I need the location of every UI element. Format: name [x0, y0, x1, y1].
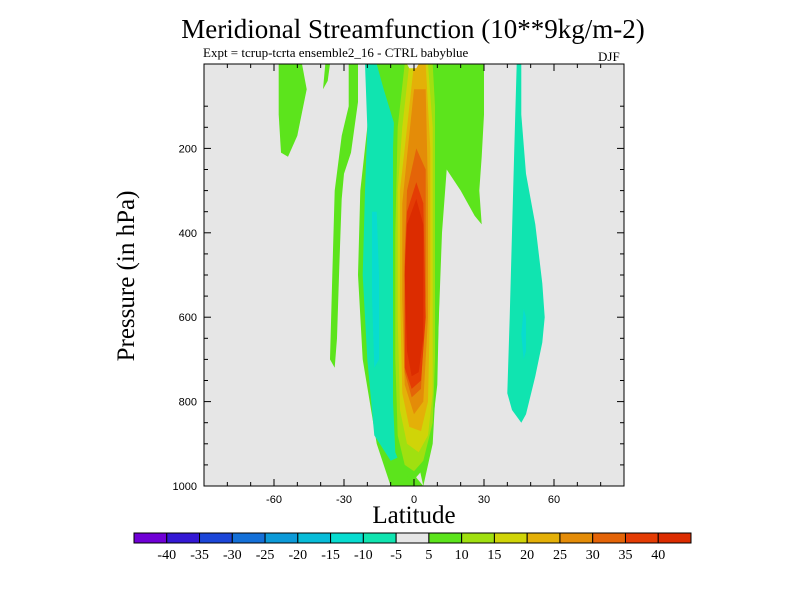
- contour-regions: [278, 64, 545, 486]
- colorbar-label: 20: [520, 548, 534, 563]
- x-axis-label: Latitude: [372, 502, 456, 529]
- colorbar-swatch: [133, 532, 168, 544]
- colorbar-label: 35: [618, 548, 632, 563]
- colorbar-label: 30: [586, 548, 600, 563]
- colorbar-label: 15: [487, 548, 501, 563]
- contour-cell-cyan-left-core: [372, 211, 379, 368]
- contour-cell-red-core: [404, 199, 424, 377]
- chart-title: Meridional Streamfunction (10**9kg/m-2): [181, 14, 645, 44]
- colorbar-label: -30: [223, 548, 242, 563]
- colorbar-swatch: [493, 532, 528, 544]
- colorbar-swatch: [559, 532, 594, 544]
- contour-cell-white-top: [407, 64, 419, 69]
- contour-cell-teal-right: [507, 64, 545, 423]
- colorbar-swatch: [428, 532, 463, 544]
- colorbar-label: 25: [553, 548, 567, 563]
- x-tick-label: 60: [548, 494, 560, 506]
- season-label: DJF: [598, 49, 620, 64]
- colorbar-label: 40: [651, 548, 665, 563]
- y-tick-label: 400: [179, 228, 197, 240]
- contour-cell-green-small-a: [323, 64, 330, 90]
- colorbar-label: -10: [354, 548, 373, 563]
- colorbar-swatch: [199, 532, 233, 544]
- y-tick-label: 800: [179, 397, 197, 409]
- x-tick-label: -30: [336, 494, 352, 506]
- colorbar: -40 -35 -30 -25 -20 -15 -10 -5 5 10 15 20 25 30 35 40: [133, 532, 692, 563]
- colorbar-label: 10: [455, 548, 469, 563]
- colorbar-swatch: [395, 532, 430, 544]
- colorbar-swatch: [231, 532, 266, 544]
- chart-subtitle: Expt = tcrup-tcrta ensemble2_16 - CTRL b…: [203, 45, 469, 60]
- colorbar-swatch: [330, 532, 364, 544]
- x-tick-label: -60: [266, 494, 282, 506]
- colorbar-label: -35: [190, 548, 209, 563]
- colorbar-swatch: [166, 532, 201, 544]
- colorbar-label: -15: [321, 548, 340, 563]
- axes: -60 -30 0 30 60 200 400 600 800 1000: [173, 64, 624, 506]
- contour-cell-cyan-right-core: [521, 308, 526, 360]
- contour-cell-green-left-upper: [278, 64, 307, 157]
- colorbar-swatch: [264, 532, 299, 544]
- y-tick-label: 200: [179, 143, 197, 155]
- colorbar-swatch: [362, 532, 397, 544]
- colorbar-swatch: [592, 532, 626, 544]
- colorbar-label: -40: [157, 548, 176, 563]
- colorbar-label: -25: [256, 548, 275, 563]
- y-tick-label: 1000: [173, 481, 197, 493]
- contour-cell-green-small-b: [330, 64, 358, 368]
- colorbar-swatch: [526, 532, 561, 544]
- colorbar-swatch: [461, 532, 495, 544]
- colorbar-swatch: [657, 532, 692, 544]
- colorbar-label: -20: [288, 548, 307, 563]
- colorbar-swatch: [624, 532, 659, 544]
- colorbar-label: 5: [425, 548, 432, 563]
- colorbar-label: -5: [390, 548, 402, 563]
- y-tick-label: 600: [179, 312, 197, 324]
- x-tick-label: 0: [411, 494, 417, 506]
- x-tick-label: 30: [478, 494, 490, 506]
- colorbar-swatch: [297, 532, 332, 544]
